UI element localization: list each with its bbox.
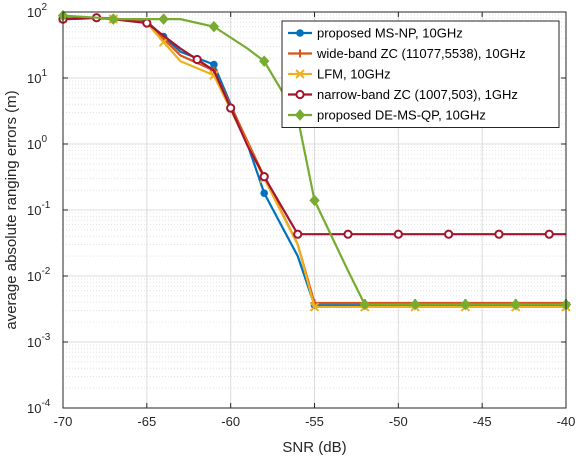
y-axis-label: average absolute ranging errors (m) — [3, 90, 20, 329]
data-point — [460, 298, 471, 311]
data-point — [208, 20, 220, 33]
data-point — [309, 194, 320, 207]
data-point — [108, 13, 119, 25]
data-point — [494, 229, 504, 239]
data-point — [226, 103, 236, 113]
x-tick-label: -40 — [557, 414, 576, 429]
legend-label: proposed DE-MS-QP, 10GHz — [317, 108, 486, 123]
y-tick-label: 101 — [27, 68, 47, 86]
x-tick-label: -70 — [54, 414, 73, 429]
series-line — [62, 14, 566, 306]
legend-entry: narrow-band ZC (1007,503), 1GHz — [288, 87, 518, 102]
legend-entry: LFM, 10GHz — [288, 67, 391, 82]
data-point — [343, 229, 353, 239]
legend-marker — [295, 89, 305, 100]
legend-marker — [296, 49, 304, 58]
series-line — [63, 17, 566, 309]
data-point — [158, 13, 169, 25]
data-point — [192, 54, 202, 65]
series-line — [63, 16, 566, 305]
legend-label: wide-band ZC (11077,5538), 10GHz — [316, 46, 526, 61]
legend-marker — [294, 109, 306, 121]
series-4 — [57, 9, 572, 311]
legend-label: narrow-band ZC (1007,503), 1GHz — [317, 87, 518, 102]
data-point — [259, 55, 270, 67]
x-tick-label: -45 — [473, 414, 492, 429]
y-tick-label: 100 — [27, 134, 47, 152]
data-point — [359, 298, 370, 311]
x-tick-label: -50 — [389, 414, 408, 429]
x-tick-label: -65 — [137, 414, 156, 429]
y-tick-label: 10-2 — [27, 266, 51, 284]
legend-entry: proposed DE-MS-QP, 10GHz — [288, 108, 486, 123]
data-point — [158, 37, 169, 47]
data-point — [260, 189, 269, 197]
legend-label: proposed MS-NP, 10GHz — [317, 26, 463, 41]
legend-marker — [295, 69, 305, 79]
data-point — [393, 229, 403, 239]
y-tick-label: 10-1 — [27, 200, 51, 218]
legend: proposed MS-NP, 10GHz wide-band ZC (11077… — [281, 20, 560, 128]
legend-entry: proposed MS-NP, 10GHz — [288, 26, 463, 41]
y-tick-label: 10-4 — [27, 398, 51, 416]
x-tick-label: -60 — [221, 414, 240, 429]
ticks: -70 -65 -60 -55 -50 -45 -40 10-4 10-3 10-2 10-1 100… — [27, 2, 575, 429]
data-point — [409, 298, 421, 311]
data-point — [293, 229, 303, 239]
series-layer — [57, 9, 572, 312]
data-point — [444, 229, 454, 239]
data-point — [544, 229, 554, 239]
y-tick-label: 10-3 — [27, 332, 51, 350]
data-point — [510, 298, 521, 311]
legend-box — [281, 20, 560, 128]
y-tick-label: 102 — [27, 2, 47, 20]
legend-label: LFM, 10GHz — [317, 67, 391, 82]
legend-entry: wide-band ZC (11077,5538), 10GHz — [288, 46, 526, 61]
data-point — [309, 302, 320, 312]
legend-marker — [296, 29, 304, 37]
x-tick-label: -55 — [305, 414, 324, 429]
data-point — [142, 18, 152, 28]
x-axis-label: SNR (dB) — [282, 439, 346, 456]
data-point — [259, 172, 269, 182]
